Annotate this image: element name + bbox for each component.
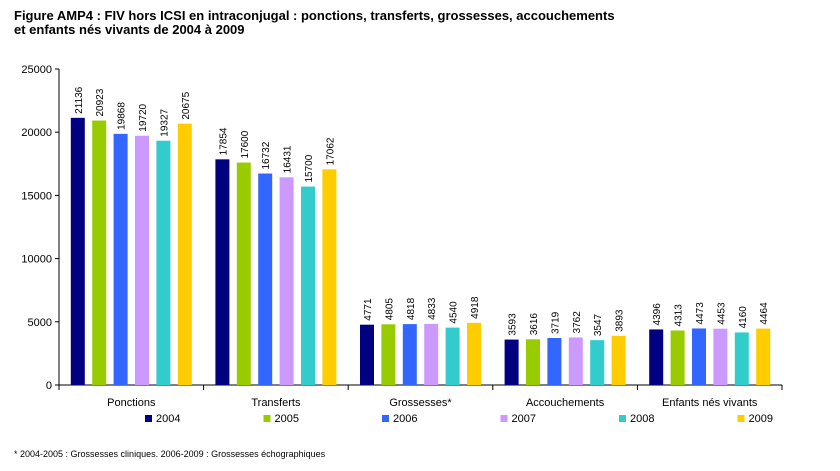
data-label: 20923: [95, 88, 106, 116]
data-label: 3593: [508, 313, 519, 336]
data-label: 3719: [550, 311, 561, 334]
bar: [649, 329, 664, 385]
footnote: * 2004-2005 : Grossesses cliniques. 2006…: [14, 449, 326, 459]
bar: [279, 177, 294, 385]
y-tick-label: 20000: [21, 127, 52, 139]
bar: [504, 339, 519, 385]
data-label: 4396: [652, 303, 663, 326]
bar: [236, 162, 251, 385]
bar: [526, 339, 540, 385]
x-category-label: Grossesses*: [389, 397, 452, 409]
data-label: 4833: [427, 297, 438, 320]
data-label: 17600: [240, 130, 251, 158]
data-label: 15700: [304, 154, 315, 182]
bar: [670, 330, 685, 385]
legend-label: 2008: [630, 413, 654, 425]
bar: [590, 340, 605, 385]
data-label: 16431: [283, 145, 294, 173]
bar: [258, 173, 273, 385]
bar: [692, 328, 706, 385]
bar: [156, 140, 171, 385]
data-label: 4464: [759, 302, 770, 325]
x-category-label: Accouchements: [526, 397, 605, 409]
y-tick-label: 5000: [28, 317, 52, 329]
y-tick-label: 0: [46, 380, 52, 392]
bar: [402, 324, 417, 385]
bar: [734, 332, 749, 385]
data-label: 3547: [593, 313, 604, 336]
data-label: 4805: [384, 298, 395, 321]
legend-swatch: [145, 415, 152, 422]
data-label: 4918: [470, 296, 481, 319]
bar: [756, 328, 771, 385]
legend-swatch: [263, 415, 271, 422]
data-label: 3762: [572, 311, 583, 334]
legend-label: 2009: [749, 413, 773, 425]
bar: [445, 327, 460, 385]
legend-swatch: [500, 415, 508, 422]
data-label: 19720: [138, 103, 149, 131]
data-label: 19868: [117, 102, 128, 130]
bar: [467, 322, 481, 385]
y-tick-label: 25000: [21, 64, 52, 76]
data-label: 4771: [363, 298, 374, 321]
bar: [215, 159, 230, 385]
y-tick-label: 15000: [21, 190, 52, 202]
data-label: 20675: [181, 91, 192, 119]
bar: [113, 133, 128, 385]
data-label: 4453: [716, 302, 727, 325]
bar: [713, 328, 728, 385]
bar: [70, 117, 85, 386]
legend-label: 2004: [156, 413, 180, 425]
legend-swatch: [619, 415, 626, 422]
data-label: 4818: [406, 297, 417, 320]
chart-title: Figure AMP4 : FIV hors ICSI en intraconj…: [14, 9, 615, 37]
x-category-label: Transferts: [251, 397, 301, 409]
x-category-label: Enfants nés vivants: [662, 397, 758, 409]
y-tick-label: 10000: [21, 254, 52, 266]
bar: [92, 120, 107, 386]
data-label: 21136: [74, 86, 85, 114]
data-label: 17062: [325, 137, 336, 165]
bar: [177, 123, 192, 385]
legend-swatch: [737, 415, 745, 422]
bar: [135, 135, 149, 385]
x-category-label: Ponctions: [107, 397, 156, 409]
bar: [547, 337, 562, 385]
data-label: 4313: [674, 304, 685, 327]
legend-label: 2007: [512, 413, 536, 425]
legend-swatch: [382, 415, 389, 422]
data-label: 19327: [159, 108, 170, 136]
chart-title-line-2: et enfants nés vivants de 2004 à 2009: [14, 22, 245, 37]
bar: [611, 335, 626, 385]
legend-label: 2006: [393, 413, 417, 425]
bar: [381, 324, 396, 385]
chart-title-line-1: Figure AMP4 : FIV hors ICSI en intraconj…: [14, 8, 615, 23]
data-label: 4473: [695, 302, 706, 325]
data-label: 16732: [261, 141, 272, 169]
data-label: 4160: [738, 306, 749, 329]
data-label: 4540: [449, 301, 460, 324]
bar: [360, 324, 374, 385]
bar: [322, 169, 337, 385]
data-label: 17854: [218, 127, 229, 155]
bar: [301, 186, 315, 385]
legend-label: 2005: [275, 413, 299, 425]
data-label: 3616: [529, 313, 540, 336]
bar: [424, 323, 439, 385]
bar: [568, 337, 583, 385]
data-label: 3893: [615, 309, 626, 332]
